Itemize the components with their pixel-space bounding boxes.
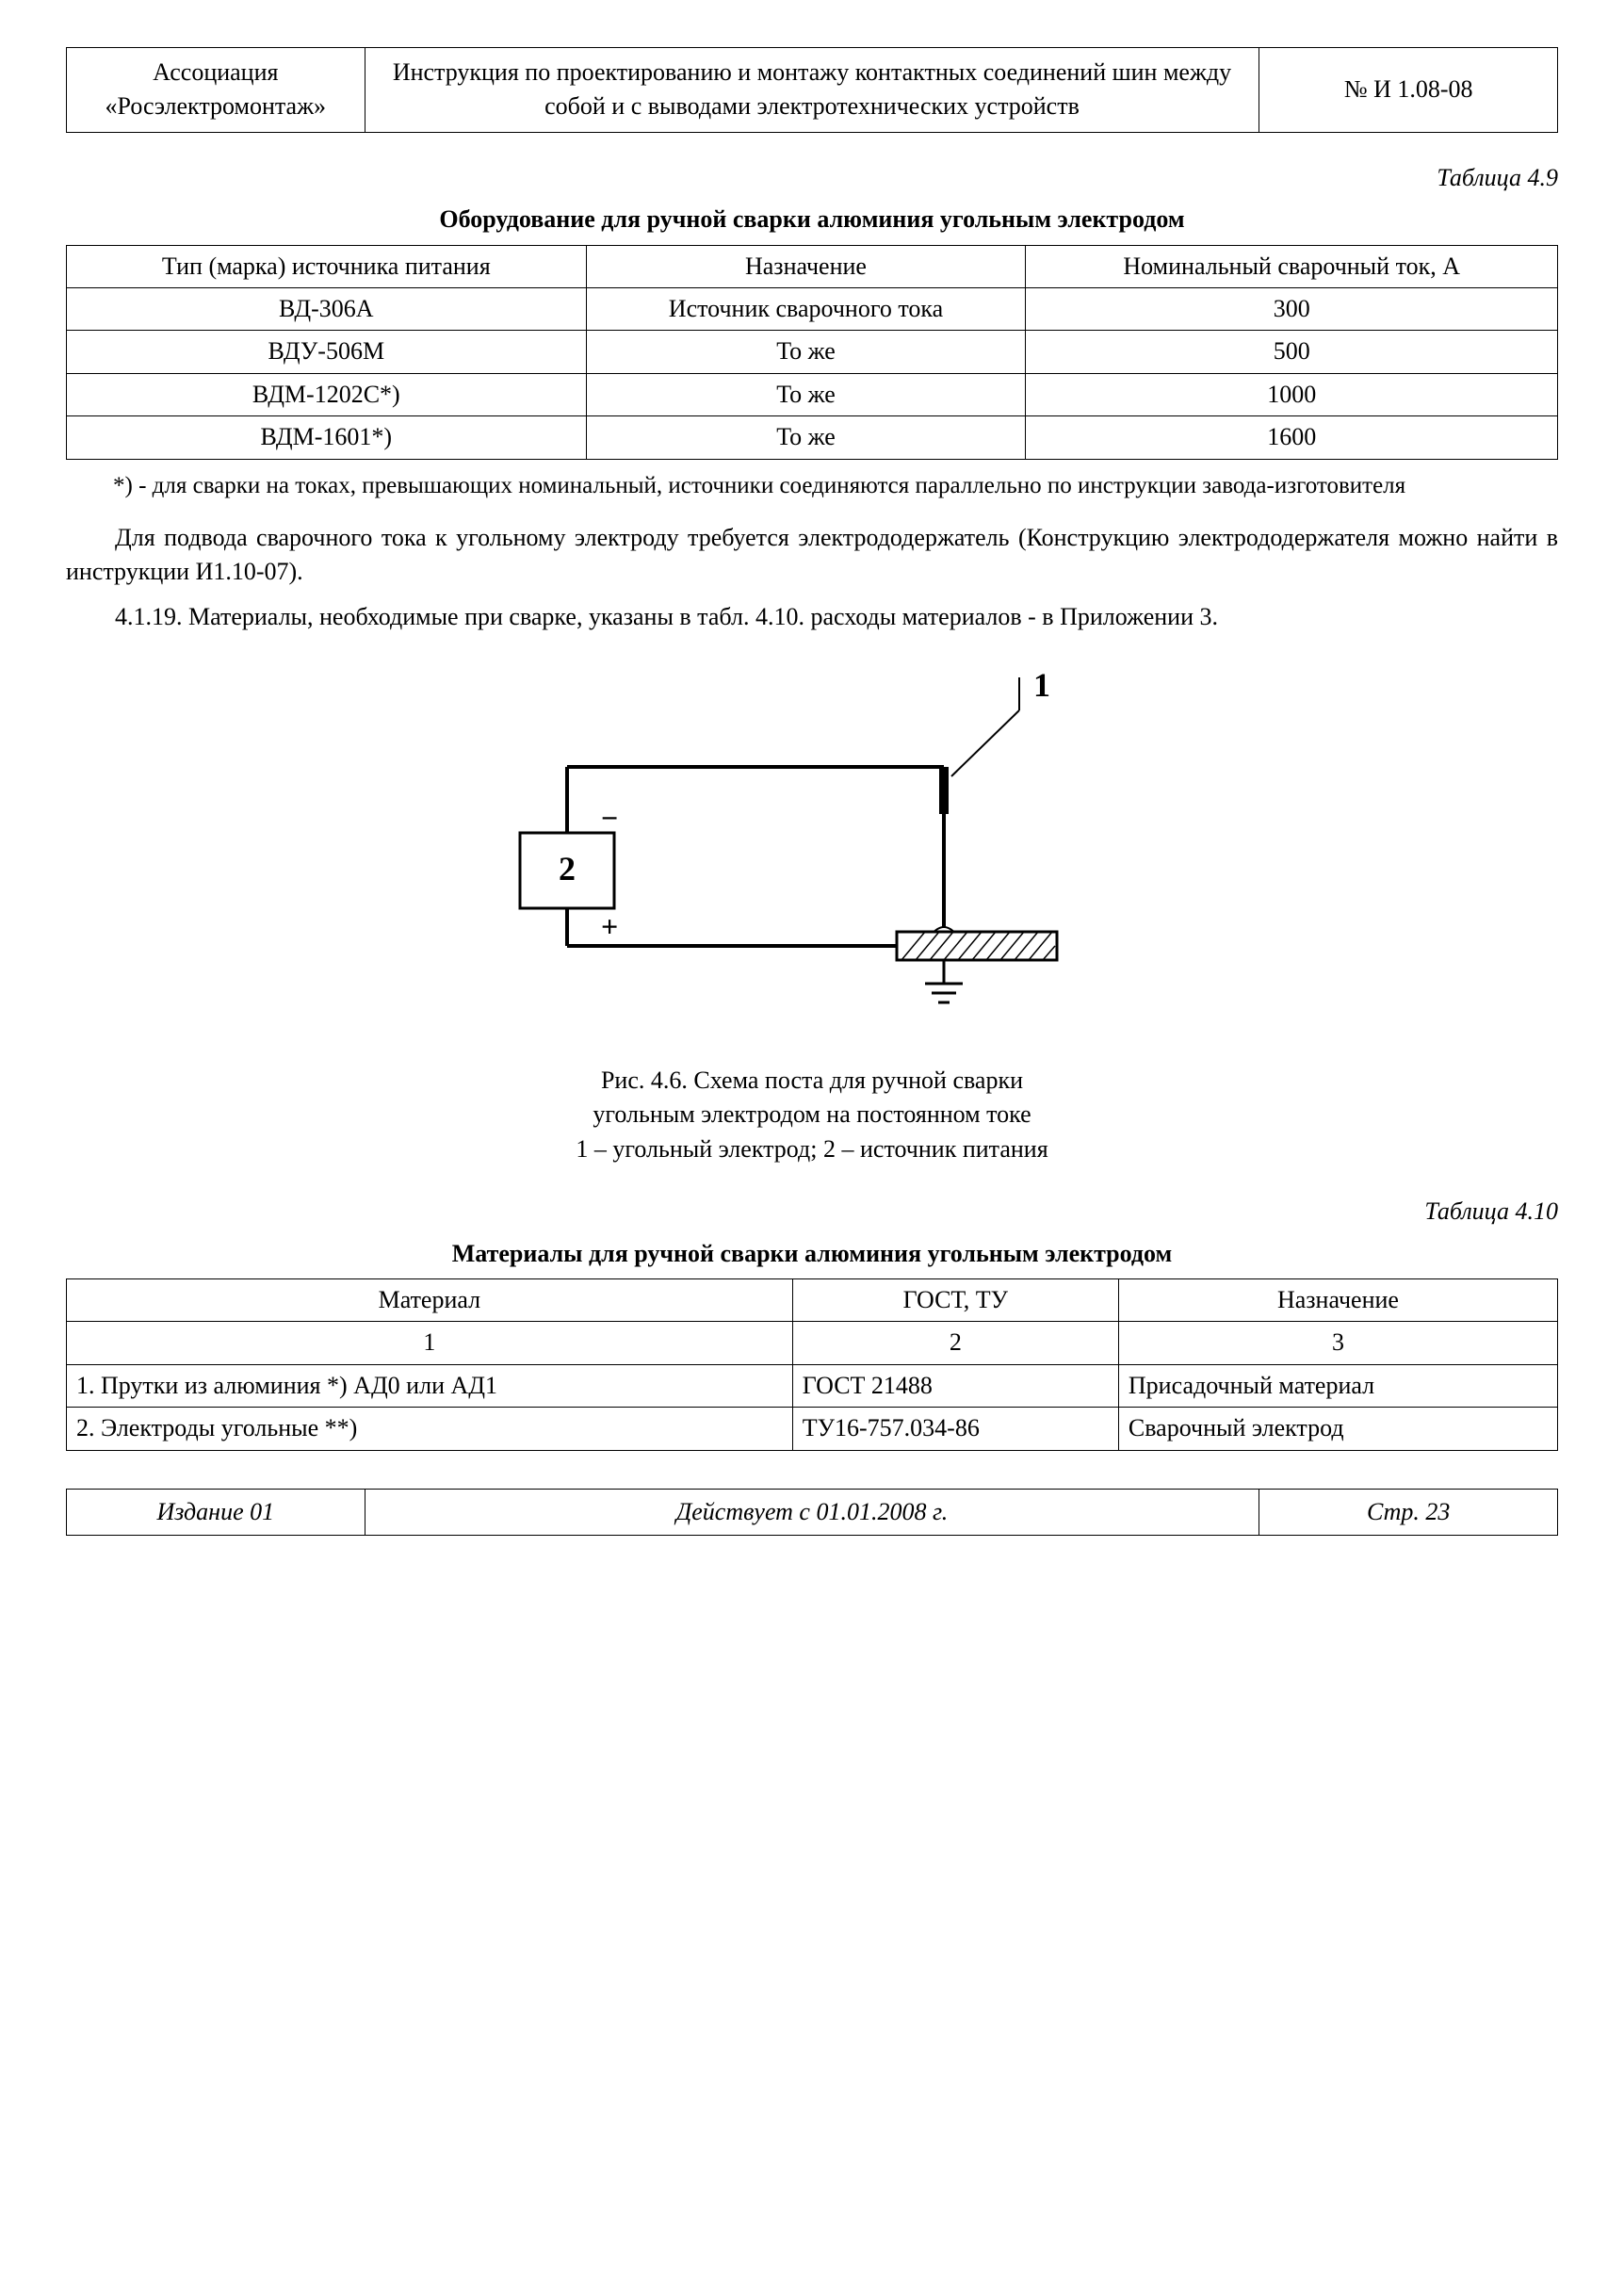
table-row: ВД-306А Источник сварочного тока 300 <box>67 287 1558 330</box>
caption-line2: угольным электродом на постоянном токе <box>66 1098 1558 1132</box>
minus-sign: − <box>601 801 618 835</box>
paragraph-1: Для подвода сварочного тока к угольному … <box>66 521 1558 590</box>
paragraph-2: 4.1.19. Материалы, необходимые при сварк… <box>66 600 1558 634</box>
table410-col2: Назначение <box>1118 1279 1557 1322</box>
footer-table: Издание 01 Действует с 01.01.2008 г. Стр… <box>66 1489 1558 1536</box>
table49-title: Оборудование для ручной сварки алюминия … <box>66 203 1558 236</box>
table-row: ВДМ-1601*) То же 1600 <box>67 416 1558 459</box>
header-title: Инструкция по проектированию и монтажу к… <box>365 48 1259 133</box>
table410: Материал ГОСТ, ТУ Назначение 1 2 3 1. Пр… <box>66 1278 1558 1451</box>
table410-colnum0: 1 <box>67 1322 793 1364</box>
table410-colnum1: 2 <box>792 1322 1118 1364</box>
figure-caption: Рис. 4.6. Схема поста для ручной сварки … <box>66 1064 1558 1166</box>
label-1: 1 <box>1033 666 1050 704</box>
table49: Тип (марка) источника питания Назначение… <box>66 245 1558 460</box>
caption-line1: Рис. 4.6. Схема поста для ручной сварки <box>66 1064 1558 1098</box>
schematic-diagram: 2 − + 1 <box>435 663 1189 1040</box>
header-docnum: № И 1.08-08 <box>1259 48 1558 133</box>
figure-46: 2 − + 1 <box>66 663 1558 1167</box>
table-row: ВДУ-506М То же 500 <box>67 331 1558 373</box>
leader-line-1 <box>951 710 1019 776</box>
plus-sign: + <box>601 909 618 943</box>
table410-label: Таблица 4.10 <box>66 1195 1558 1229</box>
footer-date: Действует с 01.01.2008 г. <box>365 1489 1259 1535</box>
table49-footnote: *) - для сварки на токах, превышающих но… <box>66 469 1558 502</box>
table-row: 1. Прутки из алюминия *) АД0 или АД1 ГОС… <box>67 1364 1558 1407</box>
table410-title: Материалы для ручной сварки алюминия уго… <box>66 1237 1558 1271</box>
table49-label: Таблица 4.9 <box>66 161 1558 195</box>
footer-edition: Издание 01 <box>67 1489 365 1535</box>
table-row: ВДМ-1202С*) То же 1000 <box>67 373 1558 415</box>
table49-body: ВД-306А Источник сварочного тока 300 ВДУ… <box>67 287 1558 459</box>
table49-col2: Номинальный сварочный ток, А <box>1026 245 1558 287</box>
table-row: 2. Электроды угольные **) ТУ16-757.034-8… <box>67 1408 1558 1450</box>
label-2: 2 <box>559 850 576 887</box>
table410-colnum2: 3 <box>1118 1322 1557 1364</box>
header-table: Ассоциация «Росэлектромонтаж» Инструкция… <box>66 47 1558 133</box>
header-association: Ассоциация «Росэлектромонтаж» <box>67 48 365 133</box>
table410-col0: Материал <box>67 1279 793 1322</box>
footer-page: Стр. 23 <box>1259 1489 1558 1535</box>
caption-line3: 1 – угольный электрод; 2 – источник пита… <box>66 1132 1558 1166</box>
table410-col1: ГОСТ, ТУ <box>792 1279 1118 1322</box>
table49-col1: Назначение <box>586 245 1026 287</box>
table49-col0: Тип (марка) источника питания <box>67 245 587 287</box>
